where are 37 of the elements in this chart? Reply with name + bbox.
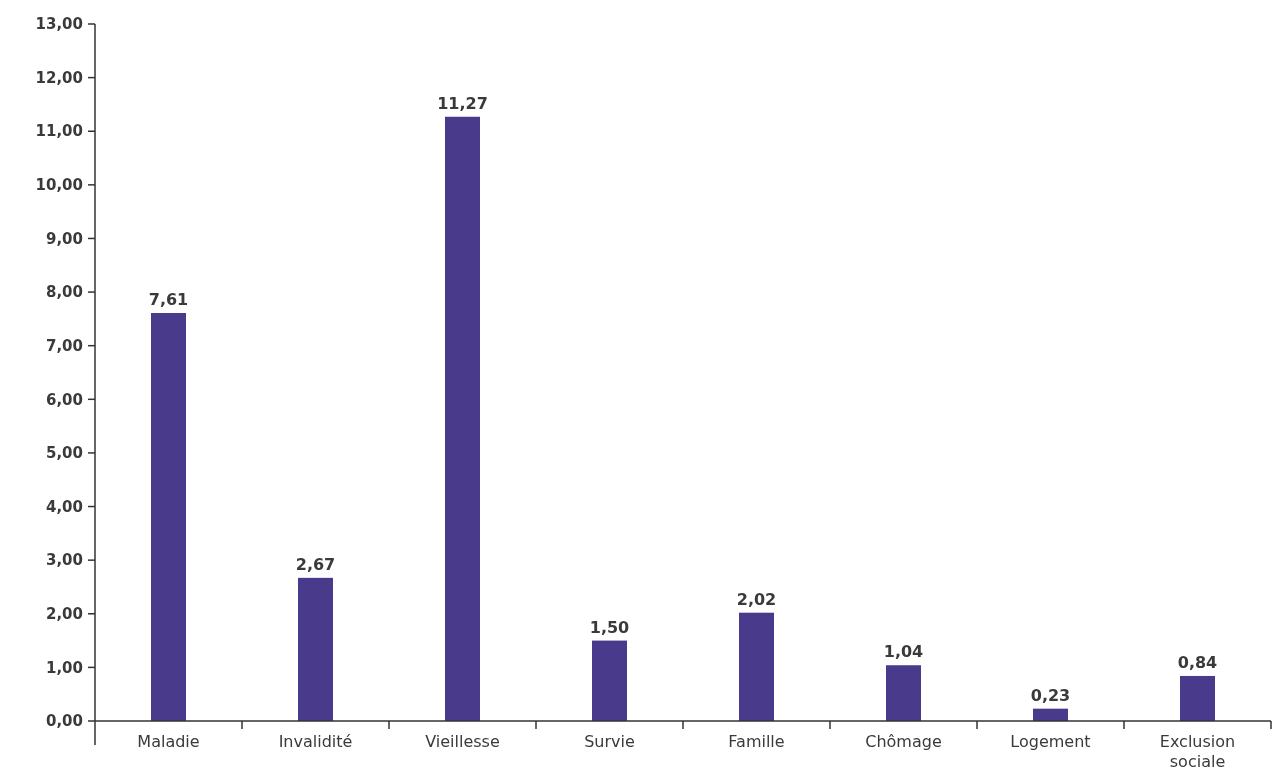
y-tick-label: 1,00	[45, 658, 83, 677]
y-tick-label: 8,00	[45, 283, 83, 302]
x-tick-label: Vieillesse	[425, 732, 500, 751]
y-tick-label: 12,00	[35, 68, 83, 87]
bar	[592, 640, 627, 721]
y-tick-label: 2,00	[45, 605, 83, 624]
data-label: 0,84	[1177, 652, 1218, 672]
bar	[445, 116, 480, 721]
y-tick-label: 0,00	[45, 712, 83, 731]
x-tick-label: Exclusion sociale	[1159, 732, 1236, 771]
y-tick-label: 9,00	[45, 229, 83, 248]
data-label: 1,50	[589, 617, 630, 637]
data-label: 1,04	[883, 642, 924, 662]
data-label: 0,23	[1030, 685, 1071, 705]
y-tick-label: 10,00	[35, 176, 83, 195]
data-label: 11,27	[437, 93, 488, 113]
bar	[151, 312, 186, 721]
x-tick-label: Survie	[584, 732, 635, 751]
x-tick-label: Maladie	[137, 732, 200, 751]
y-tick-label: 13,00	[35, 15, 83, 34]
bar	[886, 665, 921, 721]
y-tick-label: 5,00	[45, 444, 83, 463]
y-tick-label: 7,00	[45, 336, 83, 355]
x-tick-label: Logement	[1010, 732, 1091, 751]
bar	[1180, 675, 1215, 721]
data-label: 2,67	[295, 554, 336, 574]
y-tick-label: 11,00	[35, 122, 83, 141]
y-tick-label: 4,00	[45, 497, 83, 516]
y-tick-label: 6,00	[45, 390, 83, 409]
data-label: 7,61	[148, 289, 189, 309]
bar	[739, 612, 774, 721]
data-label: 2,02	[736, 589, 777, 609]
x-tick-label: Chômage	[865, 732, 942, 751]
x-tick-label: Invalidité	[278, 732, 353, 751]
x-tick-label: Famille	[728, 732, 785, 751]
bar	[298, 577, 333, 721]
y-tick-label: 3,00	[45, 551, 83, 570]
